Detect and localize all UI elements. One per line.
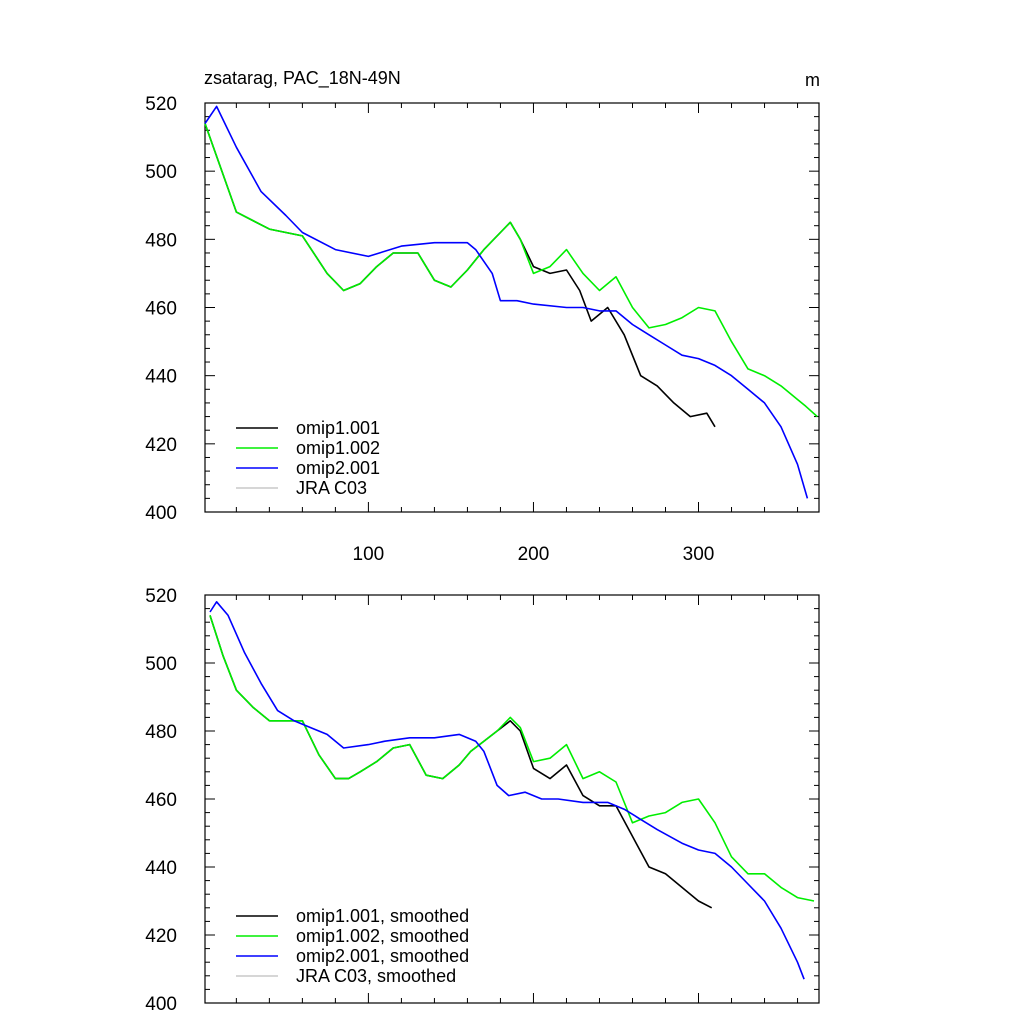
legend-label: omip1.001: [296, 418, 380, 438]
y-tick-label: 400: [145, 503, 177, 524]
series-line: [204, 105, 809, 499]
y-tick-label: 480: [145, 722, 177, 743]
y-tick-label: 520: [145, 586, 177, 607]
series-line: [204, 123, 818, 418]
series-line: [209, 600, 805, 980]
panel-bottom: 400 420 440 460 480 500 520 omip1.001, smoothed…: [145, 586, 820, 1015]
legend-label: omip1.002: [296, 438, 380, 458]
series-line: [204, 123, 716, 428]
y-tick-label: 420: [145, 926, 177, 947]
series-line: [209, 615, 815, 902]
y-tick-label: 440: [145, 858, 177, 879]
legend-label: JRA C03: [296, 478, 367, 498]
x-tick-label: 100: [353, 544, 385, 565]
legend-label: omip1.001, smoothed: [296, 906, 469, 926]
y-tick-label: 460: [145, 790, 177, 811]
y-tick-label: 500: [145, 162, 177, 183]
y-tick-label: 520: [145, 94, 177, 115]
y-tick-label: 440: [145, 367, 177, 388]
legend-label: omip2.001: [296, 458, 380, 478]
y-tick-label: 500: [145, 654, 177, 675]
y-tick-label: 400: [145, 994, 177, 1015]
y-tick-label: 480: [145, 230, 177, 251]
legend-label: omip1.002, smoothed: [296, 926, 469, 946]
legend-label: omip2.001, smoothed: [296, 946, 469, 966]
legend-label: JRA C03, smoothed: [296, 966, 456, 986]
units-label: m: [805, 70, 820, 90]
x-tick-label: 200: [518, 544, 550, 565]
x-tick-label: 300: [683, 544, 715, 565]
y-tick-label: 460: [145, 299, 177, 320]
series-line: [209, 615, 713, 909]
chart-title: zsatarag, PAC_18N-49N: [204, 68, 401, 89]
y-tick-label: 420: [145, 435, 177, 456]
